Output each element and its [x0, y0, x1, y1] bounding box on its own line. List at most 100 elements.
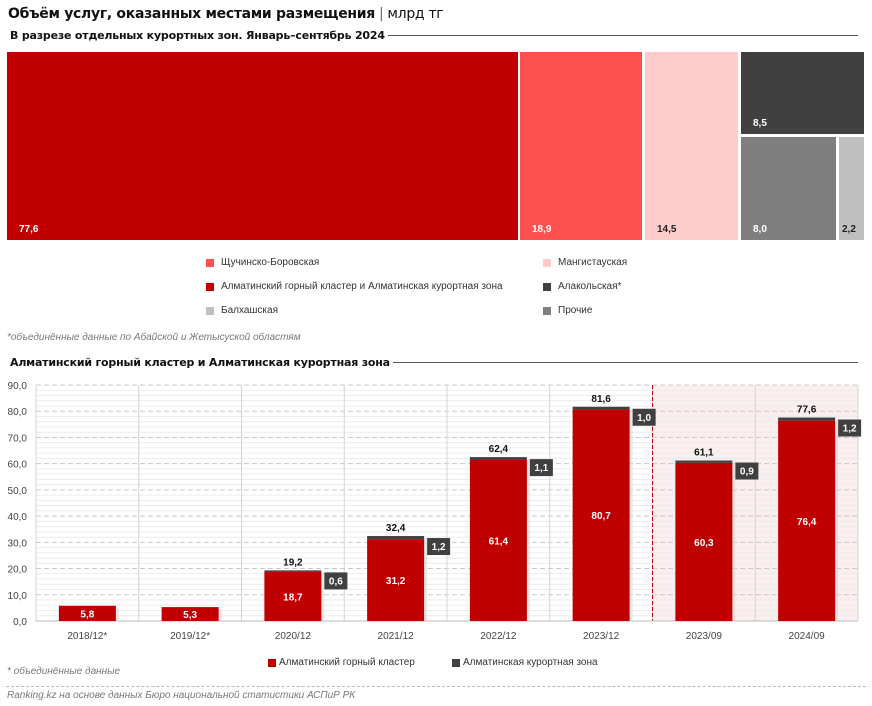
bar-value-label: 80,7 [591, 511, 611, 522]
zone-value-label: 1,0 [637, 413, 651, 424]
bar-value-label: 31,2 [386, 576, 406, 587]
x-tick-label: 2022/12 [480, 631, 517, 642]
zone-value-label: 1,1 [534, 463, 548, 474]
bar-total-label: 81,6 [591, 394, 611, 405]
x-tick-label: 2019/12* [170, 631, 210, 642]
bar-zone [469, 457, 527, 460]
bar-cluster [58, 605, 116, 621]
legend-swatch [543, 282, 551, 291]
bar-cluster [572, 409, 630, 621]
legend-label: Алматинский горный кластер [279, 657, 415, 668]
legend-swatch [206, 282, 214, 291]
treemap-footnote: *объединённые данные по Абайской и Жетыс… [7, 332, 301, 343]
bar-cluster [367, 539, 425, 621]
legend-label: Прочие [558, 305, 593, 316]
bar-value-label: 61,4 [489, 536, 509, 547]
zone-value-label: 1,2 [432, 542, 446, 553]
bar-value-label: 18,7 [283, 592, 303, 603]
legend-label: Щучинско-Боровская [221, 257, 320, 268]
y-tick-label: 10,0 [8, 591, 28, 602]
bar-cluster [264, 571, 322, 621]
legend-swatch [452, 658, 460, 667]
legend-item-alakol: Алакольская* [543, 281, 621, 292]
bar-total-label: 62,4 [489, 444, 509, 455]
treemap-value: 8,0 [753, 224, 767, 235]
bar-total-label: 32,4 [386, 523, 406, 534]
x-tick-label: 2023/09 [686, 631, 723, 642]
legend-label: Мангистауская [558, 257, 628, 268]
legend-label: Балхашская [221, 305, 279, 316]
bar-zone [264, 570, 322, 572]
legend-label: Алматинский горный кластер и Алматинская… [221, 281, 503, 292]
legend-item-almaty: Алматинский горный кластер и Алматинская… [206, 281, 503, 292]
legend-swatch [268, 658, 276, 667]
y-tick-label: 40,0 [8, 512, 28, 523]
bar-subtitle: Алматинский горный кластер и Алматинская… [10, 356, 858, 369]
y-tick-label: 80,0 [8, 407, 28, 418]
legend-swatch [206, 306, 214, 315]
x-tick-label: 2023/12 [583, 631, 620, 642]
bar-footnote: * объединённые данные [7, 666, 121, 677]
legend-label: Алматинская курортная зона [463, 657, 598, 668]
bar-legend-item-zone: Алматинская курортная зона [452, 657, 598, 668]
bar-value-label: 5,8 [80, 609, 94, 620]
y-tick-label: 60,0 [8, 460, 28, 471]
page-title: Объём услуг, оказанных местами размещени… [8, 6, 444, 22]
y-tick-label: 50,0 [8, 486, 28, 497]
y-tick-label: 30,0 [8, 538, 28, 549]
legend-swatch [543, 306, 551, 315]
treemap-subtitle: В разрезе отдельных курортных зон. Январ… [10, 29, 858, 42]
zone-value-label: 0,9 [740, 467, 754, 478]
legend-swatch [206, 258, 214, 267]
bar-total-label: 61,1 [694, 448, 714, 459]
x-tick-label: 2021/12 [378, 631, 415, 642]
bar-value-label: 60,3 [694, 538, 714, 549]
zone-label-box [427, 538, 451, 556]
treemap-value: 77,6 [19, 224, 39, 235]
bar-subtitle-text: Алматинский горный кластер и Алматинская… [10, 356, 390, 369]
stacked-bar-chart: 0,0 10,0 20,0 30,0 40,0 50,0 60,0 70,0 80,0 90,0 5… [8, 381, 862, 642]
bar-cluster [778, 420, 836, 621]
subtitle-rule [392, 362, 858, 363]
bar-cluster [675, 462, 733, 621]
treemap: 77,6 18,9 14,5 8,5 8,0 2,2 [0, 0, 872, 250]
x-tick-label: 2020/12 [275, 631, 312, 642]
treemap-value: 8,5 [753, 118, 767, 129]
bar-zone [778, 417, 836, 421]
legend-label: Алакольская* [558, 281, 622, 292]
treemap-cell-almaty: 77,6 [7, 52, 518, 240]
bar-total-label: 77,6 [797, 405, 817, 416]
legend-item-balkhash: Балхашская [206, 305, 278, 316]
y-tick-label: 90,0 [8, 381, 28, 392]
treemap-cell-mangistau: 14,5 [645, 52, 738, 240]
bar-total-label: 19,2 [283, 557, 303, 568]
legend-item-mangistau: Мангистауская [543, 257, 627, 268]
bar-legend-item-cluster: Алматинский горный кластер [268, 657, 415, 668]
zone-label-box [735, 462, 759, 480]
zone-label-box [632, 408, 656, 426]
bar-zone [367, 536, 425, 540]
bar-cluster [161, 607, 219, 621]
zone-label-box [838, 419, 862, 437]
source-note: Ranking.kz на основе данных Бюро национа… [7, 690, 356, 701]
bar-cluster [469, 459, 527, 621]
zone-value-label: 1,2 [843, 424, 857, 435]
bar-value-label: 5,3 [183, 610, 197, 621]
treemap-cell-other: 8,0 [741, 137, 836, 240]
title-separator: | [379, 6, 384, 22]
title-unit: млрд тг [387, 6, 444, 22]
title-text: Объём услуг, оказанных местами размещени… [8, 6, 375, 22]
treemap-value: 2,2 [842, 224, 856, 235]
treemap-cell-alakol: 8,5 [741, 52, 864, 134]
zone-value-label: 0,6 [329, 576, 343, 587]
bar-zone [675, 460, 733, 463]
x-tick-label: 2024/09 [789, 631, 826, 642]
bar-zone [572, 406, 630, 410]
y-tick-label: 70,0 [8, 433, 28, 444]
bar-value-label: 76,4 [797, 517, 817, 528]
treemap-subtitle-text: В разрезе отдельных курортных зон. Январ… [10, 29, 385, 42]
x-tick-label: 2018/12* [67, 631, 107, 642]
footer-divider [6, 686, 866, 687]
treemap-cell-shchuchinsk: 18,9 [520, 52, 642, 240]
y-tick-label: 20,0 [8, 565, 28, 576]
